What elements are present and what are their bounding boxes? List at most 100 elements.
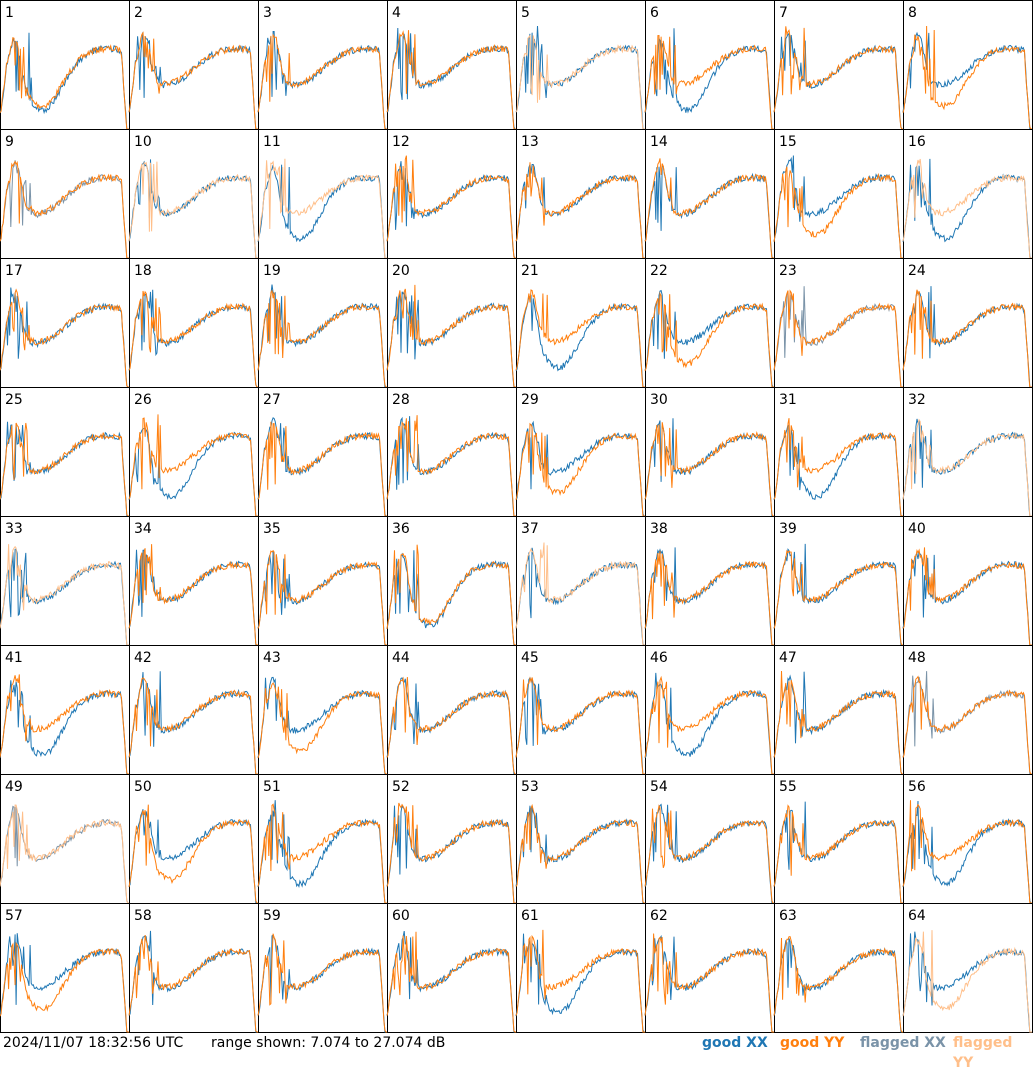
tile-45: 45 bbox=[515, 645, 646, 775]
series-yy-line bbox=[0, 422, 129, 517]
tile-54: 54 bbox=[644, 774, 775, 904]
tile-3: 3 bbox=[257, 0, 388, 130]
legend-good-xx: good XX bbox=[702, 1035, 768, 1051]
tile-8: 8 bbox=[902, 0, 1033, 130]
series-yy-line bbox=[0, 941, 129, 1033]
series-yy-line bbox=[0, 160, 129, 259]
tile-border bbox=[516, 0, 646, 130]
tile-41: 41 bbox=[0, 645, 130, 775]
tile-20: 20 bbox=[386, 258, 517, 388]
tile-label: 1 bbox=[5, 5, 14, 21]
tile-28: 28 bbox=[386, 387, 517, 517]
tile-label: 33 bbox=[5, 521, 23, 537]
tile-label: 28 bbox=[392, 392, 410, 408]
tile-26: 26 bbox=[128, 387, 259, 517]
series-xx-line bbox=[515, 294, 645, 388]
tile-5: 5 bbox=[515, 0, 646, 130]
tile-58: 58 bbox=[128, 903, 259, 1033]
series-xx-line bbox=[257, 550, 387, 646]
series-yy-line bbox=[515, 929, 645, 1033]
tile-label: 50 bbox=[134, 779, 152, 795]
series-yy-line bbox=[386, 284, 516, 388]
series-yy-line bbox=[257, 33, 387, 130]
series-xx-line bbox=[515, 25, 645, 130]
series-yy-line bbox=[257, 549, 387, 646]
tile-24: 24 bbox=[902, 258, 1033, 388]
tile-label: 60 bbox=[392, 908, 410, 924]
tile-label: 62 bbox=[650, 908, 668, 924]
series-yy-line bbox=[515, 34, 645, 130]
tile-label: 54 bbox=[650, 779, 668, 795]
series-yy-line bbox=[257, 289, 387, 388]
tile-32: 32 bbox=[902, 387, 1033, 517]
series-yy-line bbox=[773, 289, 903, 388]
tile-label: 35 bbox=[263, 521, 281, 537]
tile-label: 13 bbox=[521, 134, 539, 150]
series-yy-line bbox=[386, 544, 516, 646]
tile-16: 16 bbox=[902, 129, 1033, 259]
series-xx-line bbox=[257, 934, 387, 1033]
tile-36: 36 bbox=[386, 516, 517, 646]
tile-label: 57 bbox=[5, 908, 23, 924]
series-yy-line bbox=[386, 931, 516, 1033]
tile-13: 13 bbox=[515, 129, 646, 259]
tile-label: 31 bbox=[779, 392, 797, 408]
tile-label: 58 bbox=[134, 908, 152, 924]
tile-label: 47 bbox=[779, 650, 797, 666]
tile-51: 51 bbox=[257, 774, 388, 904]
series-xx-line bbox=[0, 548, 129, 646]
series-yy-line bbox=[128, 31, 258, 130]
series-xx-line bbox=[128, 159, 258, 259]
series-yy-line bbox=[515, 542, 645, 646]
tile-label: 38 bbox=[650, 521, 668, 537]
tile-18: 18 bbox=[128, 258, 259, 388]
tile-23: 23 bbox=[773, 258, 904, 388]
tile-21: 21 bbox=[515, 258, 646, 388]
tile-46: 46 bbox=[644, 645, 775, 775]
series-yy-line bbox=[257, 803, 387, 904]
series-yy-line bbox=[0, 544, 129, 646]
series-xx-line bbox=[386, 290, 516, 388]
tile-label: 2 bbox=[134, 5, 143, 21]
tile-6: 6 bbox=[644, 0, 775, 130]
series-yy-line bbox=[128, 414, 258, 517]
series-xx-line bbox=[128, 31, 258, 130]
tile-label: 6 bbox=[650, 5, 659, 21]
series-yy-line bbox=[386, 676, 516, 775]
tile-34: 34 bbox=[128, 516, 259, 646]
tile-35: 35 bbox=[257, 516, 388, 646]
tile-10: 10 bbox=[128, 129, 259, 259]
tile-label: 44 bbox=[392, 650, 410, 666]
series-yy-line bbox=[0, 288, 129, 388]
series-xx-line bbox=[515, 933, 645, 1033]
series-yy-line bbox=[644, 158, 774, 259]
tile-38: 38 bbox=[644, 516, 775, 646]
series-yy-line bbox=[773, 936, 903, 1033]
tile-22: 22 bbox=[644, 258, 775, 388]
series-yy-line bbox=[386, 155, 516, 259]
tile-7: 7 bbox=[773, 0, 904, 130]
tile-label: 16 bbox=[908, 134, 926, 150]
tile-30: 30 bbox=[644, 387, 775, 517]
series-yy-line bbox=[515, 676, 645, 775]
series-yy-line bbox=[128, 804, 258, 904]
tile-label: 42 bbox=[134, 650, 152, 666]
series-yy-line bbox=[902, 800, 1032, 904]
series-yy-line bbox=[257, 682, 387, 775]
series-xx-line bbox=[644, 547, 774, 646]
series-xx-line bbox=[257, 164, 387, 259]
series-yy-line bbox=[257, 158, 387, 259]
series-yy-line bbox=[773, 26, 903, 130]
series-yy-line bbox=[773, 418, 903, 517]
tile-29: 29 bbox=[515, 387, 646, 517]
series-yy-line bbox=[0, 804, 129, 904]
tile-15: 15 bbox=[773, 129, 904, 259]
tile-12: 12 bbox=[386, 129, 517, 259]
timestamp: 2024/11/07 18:32:56 UTC bbox=[3, 1035, 184, 1051]
series-yy-line bbox=[644, 804, 774, 904]
tile-label: 32 bbox=[908, 392, 926, 408]
tile-37: 37 bbox=[515, 516, 646, 646]
tile-label: 26 bbox=[134, 392, 152, 408]
tile-40: 40 bbox=[902, 516, 1033, 646]
